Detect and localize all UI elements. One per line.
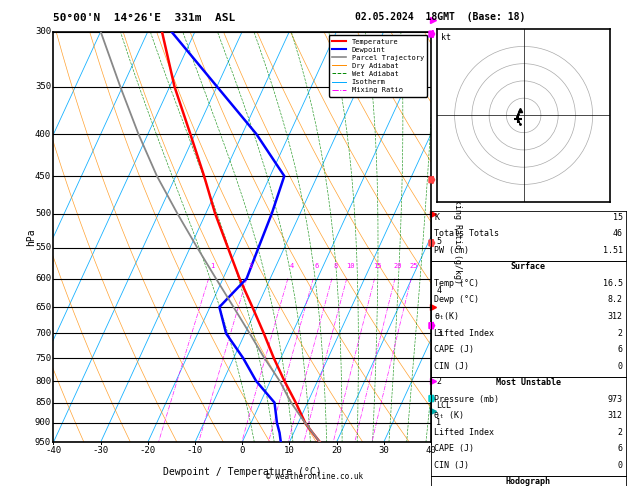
- Text: -20: -20: [140, 446, 156, 455]
- Text: θₜ (K): θₜ (K): [434, 411, 464, 420]
- Text: 300: 300: [35, 27, 51, 36]
- Text: 02.05.2024  18GMT  (Base: 18): 02.05.2024 18GMT (Base: 18): [355, 12, 525, 22]
- Text: 450: 450: [35, 172, 51, 180]
- Text: K: K: [434, 213, 439, 222]
- Text: © weatheronline.co.uk: © weatheronline.co.uk: [266, 472, 363, 481]
- Text: 46: 46: [613, 229, 623, 239]
- Text: CAPE (J): CAPE (J): [434, 444, 474, 453]
- Text: 25: 25: [410, 263, 418, 269]
- Text: 8.2: 8.2: [608, 295, 623, 305]
- Text: 0: 0: [240, 446, 245, 455]
- Text: Pressure (mb): Pressure (mb): [434, 395, 499, 404]
- Text: 20: 20: [331, 446, 342, 455]
- Text: θₜ(K): θₜ(K): [434, 312, 459, 321]
- Text: 15: 15: [613, 213, 623, 222]
- Text: 10: 10: [284, 446, 295, 455]
- Text: 4: 4: [437, 286, 442, 295]
- Text: Totals Totals: Totals Totals: [434, 229, 499, 239]
- Text: Surface: Surface: [511, 262, 546, 272]
- Text: 1: 1: [437, 418, 442, 428]
- Text: 650: 650: [35, 303, 51, 312]
- Text: 550: 550: [35, 243, 51, 252]
- Text: 5: 5: [437, 237, 442, 245]
- Text: 1.51: 1.51: [603, 246, 623, 255]
- Text: Lifted Index: Lifted Index: [434, 329, 494, 338]
- Text: 6: 6: [437, 187, 442, 196]
- Text: 700: 700: [35, 329, 51, 338]
- Text: 8: 8: [333, 263, 337, 269]
- Text: 400: 400: [35, 130, 51, 139]
- Text: km
ASL: km ASL: [444, 32, 459, 51]
- Text: kt: kt: [441, 33, 451, 42]
- Text: hPa: hPa: [26, 228, 36, 246]
- Text: Temp (°C): Temp (°C): [434, 279, 479, 288]
- Text: Dewpoint / Temperature (°C): Dewpoint / Temperature (°C): [163, 467, 321, 477]
- Text: 50°00'N  14°26'E  331m  ASL: 50°00'N 14°26'E 331m ASL: [53, 14, 236, 23]
- Text: 15: 15: [374, 263, 382, 269]
- Text: 800: 800: [35, 377, 51, 385]
- Text: Most Unstable: Most Unstable: [496, 378, 561, 387]
- Text: Lifted Index: Lifted Index: [434, 428, 494, 437]
- Text: 600: 600: [35, 274, 51, 283]
- Text: 0: 0: [618, 362, 623, 371]
- Text: Mixing Ratio (g/kg): Mixing Ratio (g/kg): [453, 190, 462, 284]
- Text: 950: 950: [35, 438, 51, 447]
- Text: 6: 6: [618, 345, 623, 354]
- Text: 312: 312: [608, 411, 623, 420]
- Text: 750: 750: [35, 353, 51, 363]
- Text: 1: 1: [210, 263, 214, 269]
- Text: 2: 2: [618, 428, 623, 437]
- Text: 30: 30: [378, 446, 389, 455]
- Text: LCL: LCL: [437, 401, 452, 410]
- Text: 4: 4: [289, 263, 294, 269]
- Text: 500: 500: [35, 209, 51, 218]
- Text: 850: 850: [35, 398, 51, 407]
- Text: -30: -30: [92, 446, 109, 455]
- Text: CAPE (J): CAPE (J): [434, 345, 474, 354]
- Text: 3: 3: [437, 329, 442, 338]
- Text: 6: 6: [314, 263, 319, 269]
- Text: Dewp (°C): Dewp (°C): [434, 295, 479, 305]
- Text: CIN (J): CIN (J): [434, 362, 469, 371]
- Text: 16.5: 16.5: [603, 279, 623, 288]
- Text: 2: 2: [248, 263, 253, 269]
- Text: 0: 0: [618, 461, 623, 470]
- Text: 40: 40: [425, 446, 437, 455]
- Text: -40: -40: [45, 446, 62, 455]
- Text: 8: 8: [437, 88, 442, 97]
- Text: Hodograph: Hodograph: [506, 477, 551, 486]
- Text: 312: 312: [608, 312, 623, 321]
- Text: 20: 20: [394, 263, 403, 269]
- Text: 6: 6: [618, 444, 623, 453]
- Text: -10: -10: [187, 446, 203, 455]
- Text: 900: 900: [35, 418, 51, 428]
- Text: 973: 973: [608, 395, 623, 404]
- Text: 2: 2: [618, 329, 623, 338]
- Text: 10: 10: [346, 263, 354, 269]
- Text: PW (cm): PW (cm): [434, 246, 469, 255]
- Text: 7: 7: [437, 139, 442, 147]
- Legend: Temperature, Dewpoint, Parcel Trajectory, Dry Adiabat, Wet Adiabat, Isotherm, Mi: Temperature, Dewpoint, Parcel Trajectory…: [329, 35, 427, 97]
- Text: 350: 350: [35, 82, 51, 91]
- Text: 2: 2: [437, 377, 442, 385]
- Text: CIN (J): CIN (J): [434, 461, 469, 470]
